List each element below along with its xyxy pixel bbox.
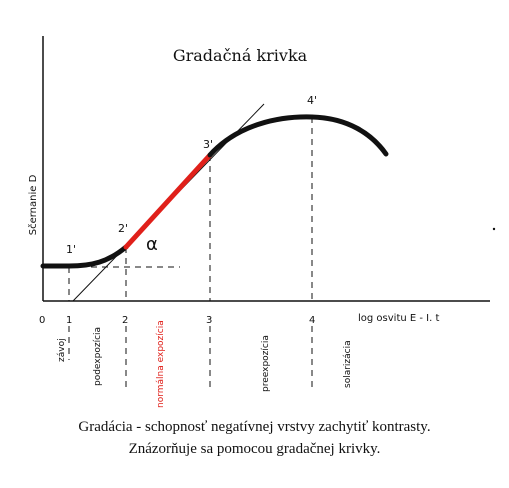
caption-line-1: Gradácia - schopnosť negatívnej vrstvy z… [78, 419, 431, 435]
curve-toe [40, 244, 129, 269]
guide-lines [68, 117, 313, 390]
zone-label-underexposure: podexpozícia [93, 327, 103, 386]
x-axis-label: log osvitu E - I. t [358, 313, 439, 324]
x-tick-label-3: 3 [206, 315, 212, 326]
x-tick-label-0: 0 [39, 315, 45, 326]
x-tick-label-4: 4 [309, 315, 315, 326]
caption-line-2: Znázorňuje sa pomocou gradačnej krivky. [128, 441, 381, 457]
point-label-3: 3' [203, 138, 213, 151]
x-tick-label-1: 1 [66, 315, 72, 326]
stray-dot [492, 227, 496, 231]
point-label-4: 4' [307, 94, 317, 107]
curve-linear-part [123, 152, 213, 250]
alpha-angle-label: α [146, 234, 158, 255]
zone-label-fog: závoj [57, 338, 67, 362]
zone-label-overexposure: preexpozícia [261, 335, 271, 392]
point-label-2: 2' [118, 222, 128, 235]
curve-shoulder [207, 114, 389, 158]
y-axis-label: Sčernanie D [27, 174, 39, 235]
zone-label-normal-exposure: normálna expozícia [156, 320, 166, 408]
diagram-title: Gradačná krivka [173, 46, 308, 65]
x-tick-label-2: 2 [122, 315, 128, 326]
point-label-1: 1' [66, 243, 76, 256]
zone-label-solarization: solarizácia [343, 340, 353, 388]
